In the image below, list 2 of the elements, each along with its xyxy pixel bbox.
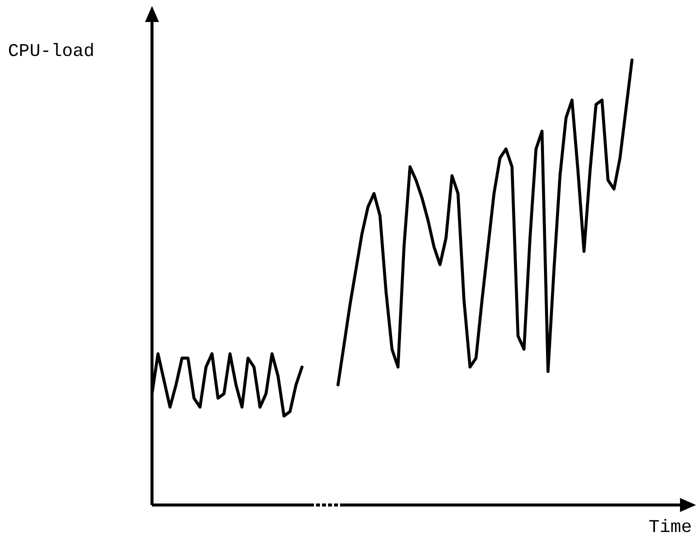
y-axis-title: CPU-load	[8, 42, 94, 62]
x-axis-title: Time	[648, 518, 692, 536]
